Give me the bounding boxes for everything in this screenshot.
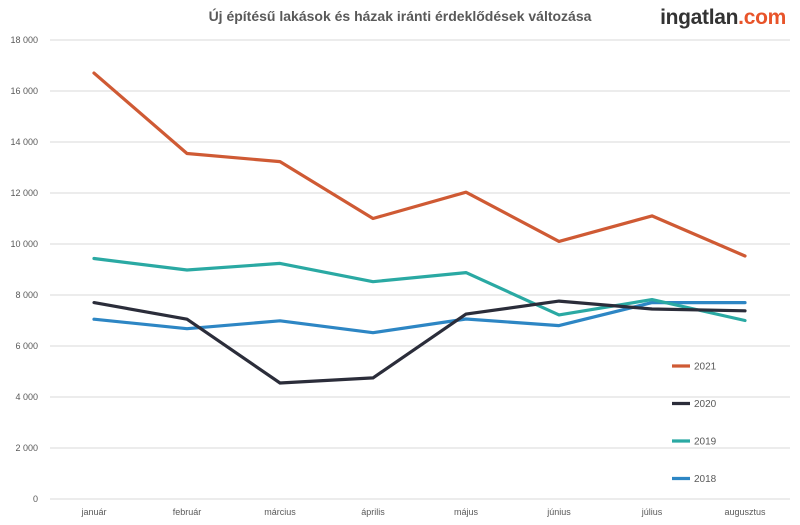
legend-item-2019: 2019 (672, 437, 717, 448)
y-tick-label: 12 000 (10, 188, 38, 198)
y-tick-label: 2 000 (15, 443, 38, 453)
x-tick-label: április (361, 507, 385, 517)
brand-suffix: .com (738, 6, 786, 29)
brand-name: ingatlan (660, 6, 739, 29)
x-tick-label: január (80, 507, 106, 517)
y-tick-label: 10 000 (10, 239, 38, 249)
x-tick-label: augusztus (724, 507, 766, 517)
x-tick-label: június (546, 507, 571, 517)
y-tick-label: 16 000 (10, 86, 38, 96)
y-tick-label: 14 000 (10, 137, 38, 147)
legend-label: 2019 (694, 437, 717, 448)
x-tick-label: július (641, 507, 663, 517)
y-tick-label: 0 (33, 494, 38, 504)
y-tick-label: 8 000 (15, 290, 38, 300)
legend-label: 2020 (694, 399, 717, 410)
series-line-2021 (92, 71, 747, 258)
series-line-2019 (92, 256, 747, 323)
x-axis-labels: január február március április május június jú… (80, 507, 766, 517)
y-tick-label: 6 000 (15, 341, 38, 351)
x-tick-label: február (173, 507, 202, 517)
gridlines (50, 39, 790, 500)
brand-logo: ingatlan.com (660, 6, 786, 30)
series-lines (92, 71, 747, 385)
legend-item-2020: 2020 (672, 399, 717, 410)
series-line-2020 (92, 299, 747, 385)
y-axis-labels: 0 2 000 4 000 6 000 8 000 10 000 12 000 14 000 1… (10, 35, 38, 504)
x-tick-label: május (454, 507, 479, 517)
legend: 2021 2020 2019 2018 (672, 362, 717, 485)
chart-title: Új építésű lakások és házak iránti érdek… (208, 8, 592, 24)
legend-label: 2018 (694, 474, 717, 485)
x-tick-label: március (264, 507, 296, 517)
y-tick-label: 18 000 (10, 35, 38, 45)
legend-label: 2021 (694, 362, 717, 373)
legend-item-2018: 2018 (672, 474, 717, 485)
y-tick-label: 4 000 (15, 392, 38, 402)
legend-item-2021: 2021 (672, 362, 717, 373)
